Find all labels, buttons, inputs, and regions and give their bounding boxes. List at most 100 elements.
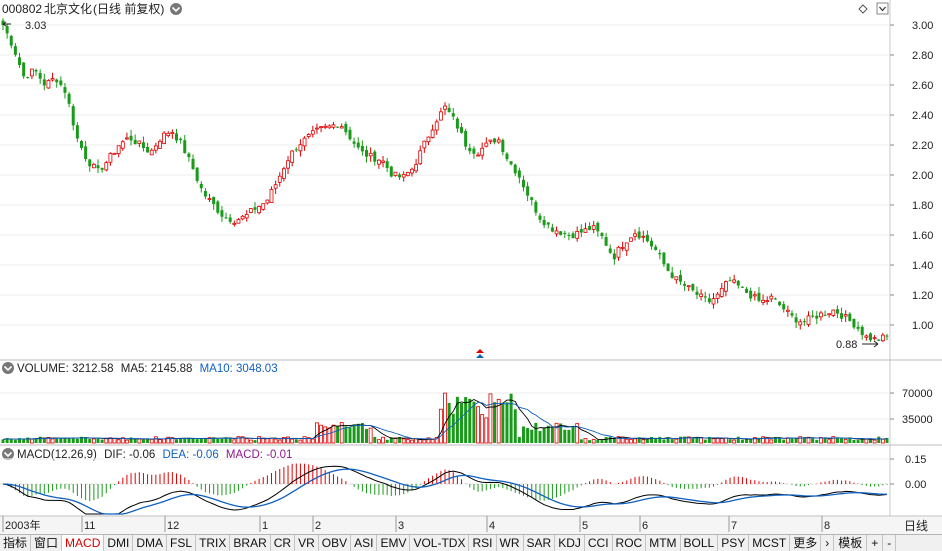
volume-bar — [224, 437, 228, 443]
price-axis-label: 1.40 — [912, 260, 933, 272]
candle-body — [248, 208, 253, 213]
timeframe-label[interactable]: 日线 — [904, 519, 928, 533]
volume-bar — [203, 438, 207, 443]
event-marker-icon[interactable] — [476, 349, 484, 358]
volume-bar — [174, 439, 178, 443]
candle-body — [306, 134, 311, 137]
candle-body — [719, 287, 724, 297]
date-axis-label: 7 — [731, 520, 737, 532]
volume-bar — [422, 439, 427, 444]
volume-bar — [757, 437, 761, 443]
candle-body — [1, 20, 5, 26]
tab-dmi[interactable]: DMI — [104, 535, 134, 551]
tab-brar[interactable]: BRAR — [230, 535, 271, 551]
volume-bar — [281, 437, 286, 444]
date-axis-label: 4 — [489, 520, 495, 532]
candle-body — [38, 73, 42, 79]
candle-body — [5, 26, 9, 34]
volume-bar — [670, 439, 674, 443]
candle-body — [736, 280, 740, 286]
tab-vol-tdx[interactable]: VOL-TDX — [410, 535, 470, 551]
volume-bar — [22, 439, 26, 443]
candle-body — [521, 179, 525, 188]
tab-roc[interactable]: ROC — [613, 535, 647, 551]
candle-body — [608, 248, 612, 253]
volume-dropdown-icon[interactable] — [2, 362, 14, 374]
tab-kdj[interactable]: KDJ — [555, 535, 585, 551]
tab-sar[interactable]: SAR — [524, 535, 556, 551]
volume-bar — [509, 393, 513, 443]
tab-cci[interactable]: CCI — [585, 535, 613, 551]
scroll-right-button[interactable]: › — [821, 535, 835, 551]
volume-bar — [84, 437, 88, 443]
volume-bar — [59, 438, 63, 443]
candle-body — [856, 326, 860, 329]
tab-psy[interactable]: PSY — [718, 535, 750, 551]
candle-body — [257, 206, 262, 214]
tab-trix[interactable]: TRIX — [196, 535, 231, 551]
tab-boll[interactable]: BOLL — [681, 535, 719, 551]
candle-body — [802, 321, 806, 323]
price-axis-label: 1.80 — [912, 200, 933, 212]
tab-wr[interactable]: WR — [497, 535, 524, 551]
tab-fsl[interactable]: FSL — [167, 535, 197, 551]
candle-body — [715, 293, 720, 299]
candle-body — [658, 252, 662, 255]
candle-body — [600, 233, 604, 237]
candle-body — [55, 79, 59, 83]
candle-body — [872, 337, 877, 340]
header-dropdown-icon[interactable] — [170, 3, 182, 15]
volume-bar — [286, 436, 290, 444]
candle-body — [645, 234, 649, 242]
volume-bar — [418, 439, 423, 444]
tab-mcst[interactable]: MCST — [749, 535, 791, 551]
diamond-icon[interactable] — [858, 4, 868, 14]
tab-cr[interactable]: CR — [271, 535, 296, 551]
volume-bar — [848, 437, 852, 443]
volume-bar — [600, 440, 604, 443]
volume-bar — [880, 438, 885, 444]
macd-dropdown-icon[interactable] — [2, 448, 14, 460]
volume-bar — [823, 437, 827, 443]
tab-vr[interactable]: VR — [295, 535, 319, 551]
tab-mtm[interactable]: MTM — [646, 535, 681, 551]
zoom-in-button[interactable]: + — [867, 535, 884, 551]
candle-body — [240, 215, 245, 220]
candle-body — [691, 284, 695, 291]
tab-windows[interactable]: 窗口 — [31, 535, 63, 551]
candle-body — [509, 161, 513, 165]
candle-body — [860, 326, 864, 336]
candle-body — [46, 80, 51, 89]
candle-body — [591, 225, 596, 230]
candle-body — [191, 158, 195, 170]
volume-bar — [530, 429, 534, 443]
tab-more[interactable]: 更多 — [790, 535, 822, 551]
volume-bar — [526, 428, 530, 443]
candle-body — [232, 222, 237, 225]
candle-body — [823, 314, 827, 316]
candle-body — [773, 298, 777, 300]
tab-obv[interactable]: OBV — [319, 535, 352, 551]
tab-dma[interactable]: DMA — [133, 535, 168, 551]
candle-body — [695, 291, 699, 295]
volume-bar — [843, 439, 848, 444]
candle-body — [13, 46, 17, 55]
zoom-out-button[interactable]: - — [883, 535, 897, 551]
tab-asi[interactable]: ASI — [351, 535, 378, 551]
volume-bar — [385, 439, 389, 443]
tab-rsi[interactable]: RSI — [469, 535, 497, 551]
tab-indicators[interactable]: 指标 — [0, 535, 32, 551]
volume-bar — [365, 428, 369, 443]
volume-bar — [740, 439, 744, 443]
tab-macd[interactable]: MACD — [62, 535, 105, 551]
candle-body — [785, 309, 790, 312]
volume-bar — [538, 431, 542, 443]
candle-body — [236, 219, 241, 224]
tab-emv[interactable]: EMV — [377, 535, 411, 551]
window-toggle-icon[interactable] — [876, 2, 889, 15]
candle-body — [707, 298, 711, 303]
candle-body — [207, 198, 212, 200]
volume-bar — [637, 437, 641, 443]
template-button[interactable]: 模板 — [834, 535, 868, 551]
